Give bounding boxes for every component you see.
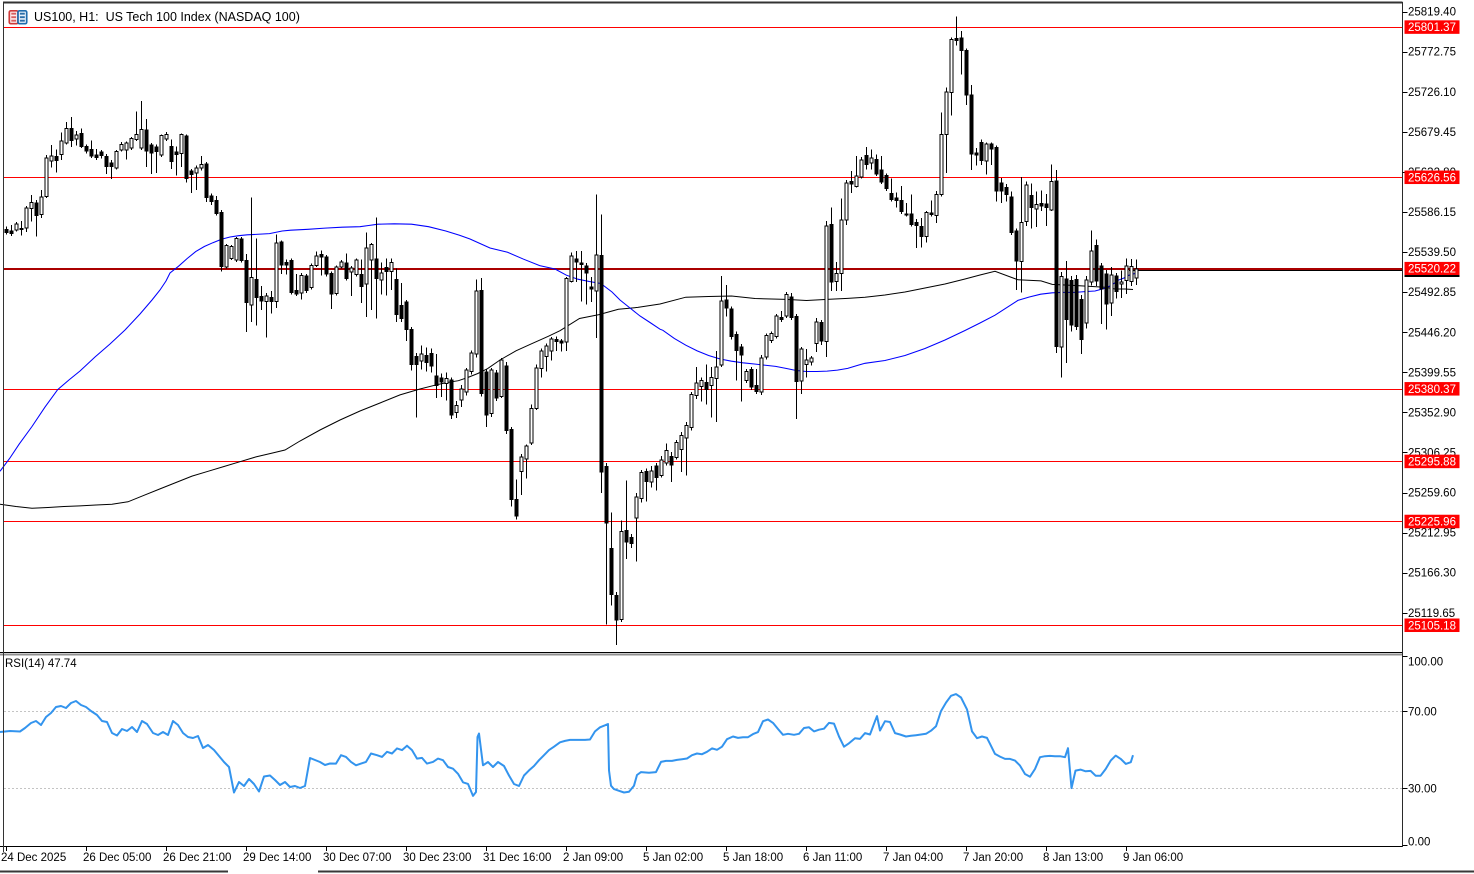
- svg-text:25626.56: 25626.56: [1408, 172, 1456, 184]
- svg-text:25446.20: 25446.20: [1408, 327, 1456, 339]
- svg-text:29 Dec 14:00: 29 Dec 14:00: [243, 852, 311, 864]
- svg-text:26 Dec 05:00: 26 Dec 05:00: [83, 852, 151, 864]
- svg-text:25259.60: 25259.60: [1408, 488, 1456, 500]
- svg-text:5 Jan 18:00: 5 Jan 18:00: [723, 852, 783, 864]
- svg-text:8 Jan 13:00: 8 Jan 13:00: [1043, 852, 1103, 864]
- svg-text:30 Dec 07:00: 30 Dec 07:00: [323, 852, 391, 864]
- svg-text:RSI(14) 47.74: RSI(14) 47.74: [5, 658, 77, 670]
- svg-text:25679.45: 25679.45: [1408, 127, 1456, 139]
- svg-text:5 Jan 02:00: 5 Jan 02:00: [643, 852, 703, 864]
- svg-text:25399.55: 25399.55: [1408, 367, 1456, 379]
- svg-text:25492.85: 25492.85: [1408, 287, 1456, 299]
- svg-text:25212.95: 25212.95: [1408, 528, 1456, 540]
- svg-text:0.00: 0.00: [1408, 837, 1430, 849]
- svg-text:100.00: 100.00: [1408, 657, 1443, 669]
- svg-text:24 Dec 2025: 24 Dec 2025: [1, 852, 66, 864]
- svg-text:31 Dec 16:00: 31 Dec 16:00: [483, 852, 551, 864]
- svg-text:70.00: 70.00: [1408, 707, 1437, 719]
- svg-text:25105.18: 25105.18: [1408, 620, 1456, 632]
- svg-text:25801.37: 25801.37: [1408, 22, 1456, 34]
- svg-text:25819.40: 25819.40: [1408, 7, 1456, 19]
- svg-text:30.00: 30.00: [1408, 784, 1437, 796]
- svg-text:25586.15: 25586.15: [1408, 207, 1456, 219]
- svg-text:7 Jan 04:00: 7 Jan 04:00: [883, 852, 943, 864]
- svg-text:9 Jan 06:00: 9 Jan 06:00: [1123, 852, 1183, 864]
- svg-text:6 Jan 11:00: 6 Jan 11:00: [803, 852, 862, 864]
- svg-text:30 Dec 23:00: 30 Dec 23:00: [403, 852, 471, 864]
- svg-text:25539.50: 25539.50: [1408, 247, 1456, 259]
- svg-text:7 Jan 20:00: 7 Jan 20:00: [963, 852, 1023, 864]
- svg-text:25119.65: 25119.65: [1408, 608, 1455, 620]
- svg-text:25352.90: 25352.90: [1408, 407, 1456, 419]
- svg-text:25166.30: 25166.30: [1408, 568, 1456, 580]
- svg-text:25295.88: 25295.88: [1408, 456, 1456, 468]
- svg-text:26 Dec 21:00: 26 Dec 21:00: [163, 852, 231, 864]
- svg-text:2 Jan 09:00: 2 Jan 09:00: [563, 852, 623, 864]
- svg-text:25225.96: 25225.96: [1408, 516, 1456, 528]
- svg-text:25520.22: 25520.22: [1408, 264, 1456, 276]
- svg-text:25726.10: 25726.10: [1408, 87, 1456, 99]
- svg-text:25772.75: 25772.75: [1408, 47, 1456, 59]
- svg-text:US100, H1: US Tech 100 Index: US100, H1: US Tech 100 Index (NASDAQ 100…: [34, 10, 300, 24]
- svg-text:25380.37: 25380.37: [1408, 384, 1456, 396]
